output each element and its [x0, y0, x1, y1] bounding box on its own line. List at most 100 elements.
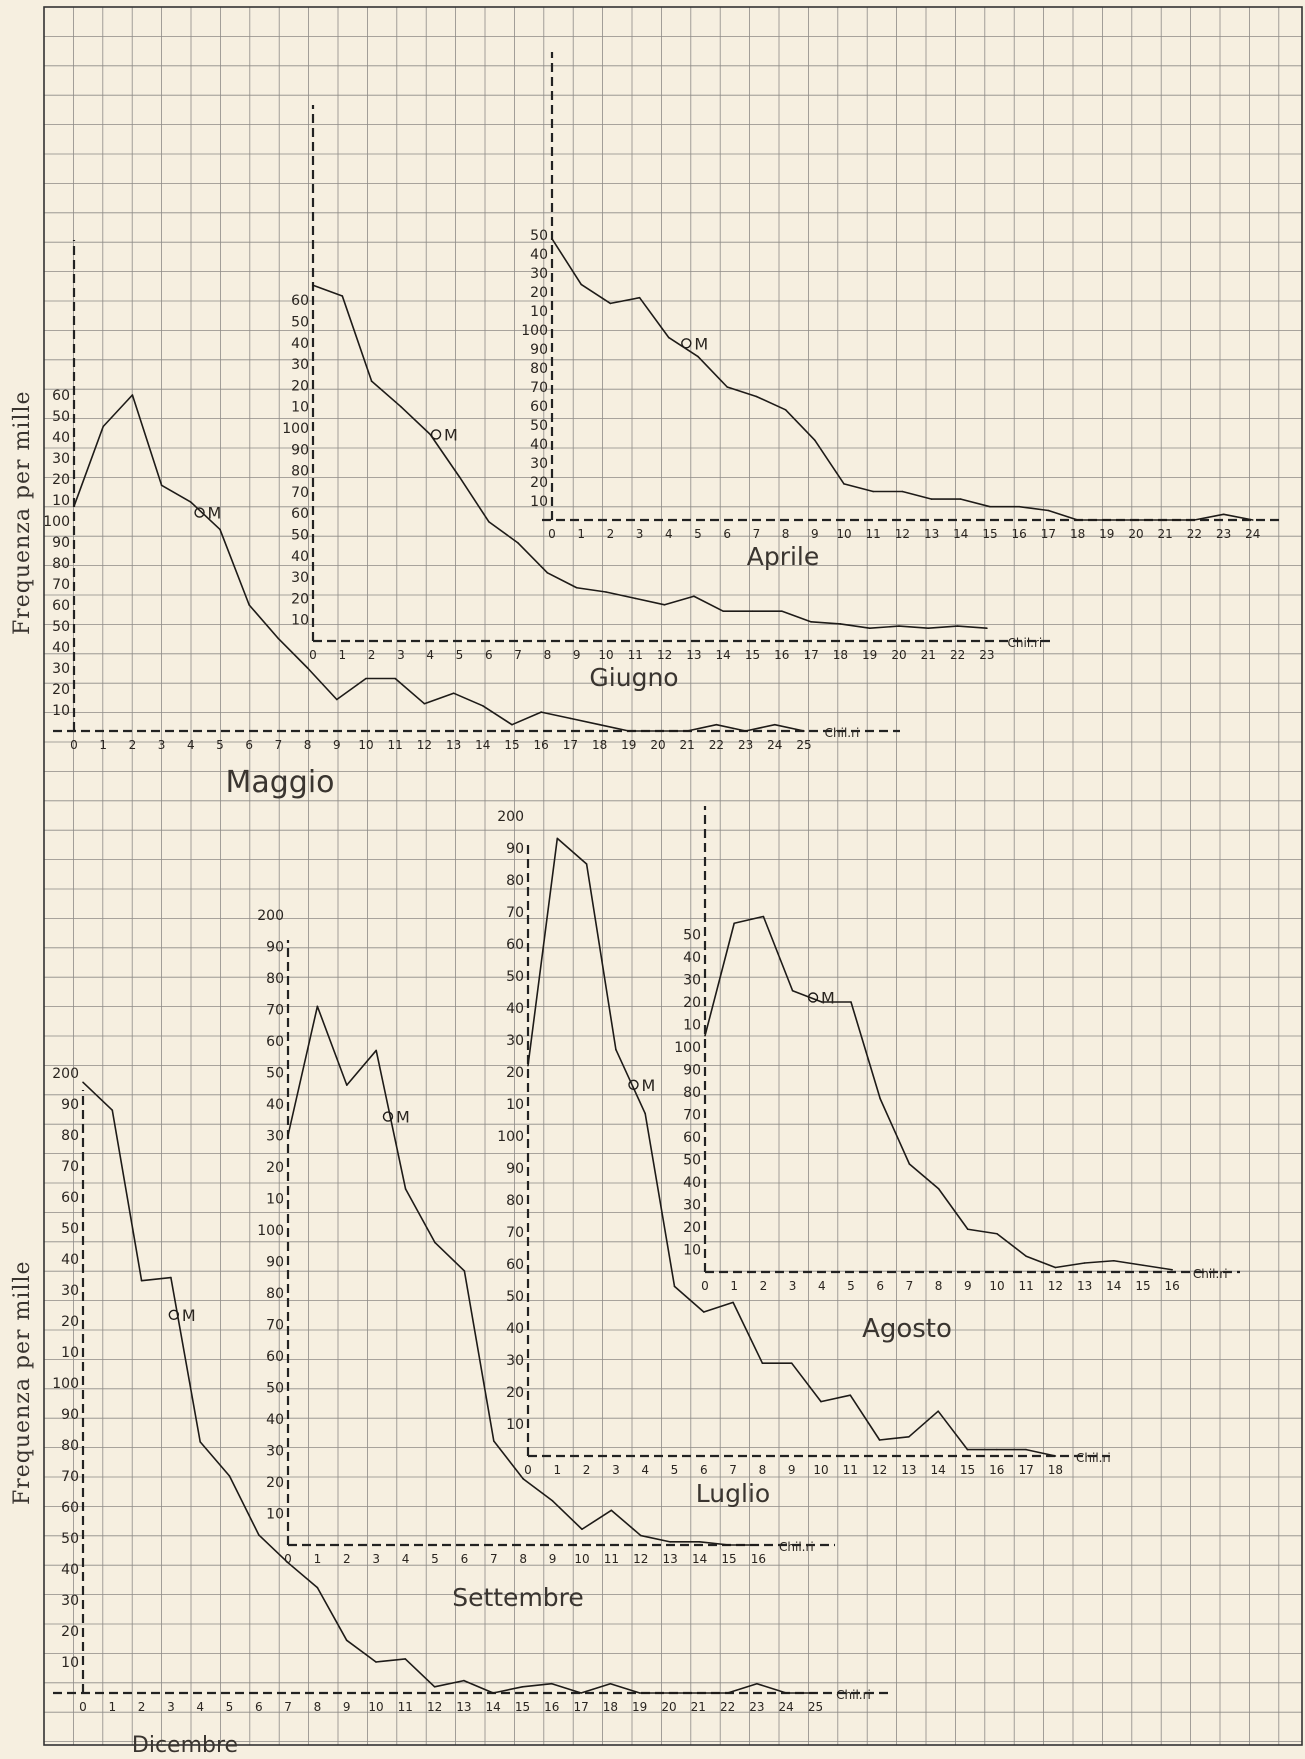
giugno-data-point — [956, 625, 959, 627]
dicembre-data-point — [228, 1475, 231, 1477]
maggio-x-tick-label: 14 — [475, 738, 490, 752]
aprile-x-tick-label: 19 — [1099, 527, 1114, 541]
maggio-x-tick-label: 1 — [99, 738, 107, 752]
luglio-x-tick-label: 12 — [872, 1463, 887, 1477]
maggio-x-unit-label: Chil.ri — [825, 726, 860, 740]
aprile-x-tick-label: 24 — [1245, 527, 1260, 541]
dicembre-data-point — [463, 1679, 465, 1682]
luglio-data-point — [996, 1448, 998, 1451]
giugno-x-tick-label: 20 — [891, 648, 906, 662]
aprile-x-tick-label: 7 — [753, 527, 761, 541]
aprile-y-tick-label: 20 — [530, 475, 548, 491]
settembre-median-label: M — [396, 1108, 410, 1127]
dicembre-data-point — [199, 1441, 201, 1443]
maggio-data-point — [190, 501, 192, 503]
agosto-x-tick-label: 8 — [935, 1279, 943, 1293]
giugno-y-tick-label: 30 — [291, 570, 309, 586]
settembre-y-tick-label: 100 — [257, 1223, 284, 1239]
maggio-data-point — [628, 730, 630, 732]
luglio-y-tick-label: 20 — [506, 1385, 524, 1401]
giugno-data-point — [575, 586, 578, 589]
settembre-data-point — [287, 1134, 289, 1137]
dicembre-data-point — [258, 1534, 260, 1536]
giugno-x-tick-label: 16 — [774, 648, 789, 662]
dicembre-y-tick-label: 200 — [52, 1066, 79, 1082]
luglio-data-point — [732, 1301, 734, 1304]
luglio-x-tick-label: 11 — [843, 1463, 858, 1477]
agosto-y-tick-label: 60 — [683, 1130, 701, 1146]
maggio-x-tick-label: 11 — [388, 738, 403, 752]
aprile-data-point — [960, 498, 962, 500]
dicembre-x-tick-label: 8 — [314, 1700, 322, 1714]
aprile-x-tick-label: 17 — [1041, 527, 1056, 541]
settembre-data-point — [434, 1241, 436, 1244]
giugno-y-tick-label: 40 — [291, 549, 309, 565]
aprile-x-tick-label: 16 — [1012, 527, 1027, 541]
giugno-data-point — [341, 295, 344, 297]
luglio-x-tick-label: 0 — [524, 1463, 532, 1477]
maggio-x-tick-label: 21 — [680, 738, 695, 752]
aprile-x-tick-label: 23 — [1216, 527, 1231, 541]
aprile-y-tick-label: 40 — [530, 247, 548, 263]
luglio-y-tick-label: 90 — [506, 1161, 524, 1177]
agosto-data-point — [1054, 1266, 1057, 1269]
dicembre-x-tick-label: 10 — [368, 1700, 383, 1714]
aprile-x-tick-label: 18 — [1070, 527, 1085, 541]
settembre-y-tick-label: 80 — [266, 1286, 284, 1302]
agosto-y-tick-label: 50 — [683, 1153, 701, 1169]
settembre-x-tick-label: 13 — [663, 1552, 678, 1566]
settembre-data-point — [581, 1528, 583, 1531]
maggio-data-point — [715, 723, 718, 726]
dicembre-y-tick-label: 90 — [61, 1097, 79, 1113]
dicembre-x-tick-label: 1 — [108, 1700, 116, 1714]
giugno-data-point — [429, 433, 432, 436]
luglio-data-point — [820, 1400, 822, 1403]
giugno-data-point — [751, 610, 754, 612]
maggio-x-tick-label: 8 — [304, 738, 312, 752]
giugno-x-tick-label: 3 — [397, 648, 405, 662]
dicembre-y-tick-label: 40 — [61, 1562, 79, 1578]
giugno-data-point — [781, 610, 783, 612]
aprile-x-tick-label: 8 — [782, 527, 790, 541]
luglio-x-tick-label: 14 — [931, 1463, 946, 1477]
dicembre-data-point — [170, 1276, 172, 1279]
giugno-y-tick-label: 60 — [291, 293, 309, 309]
luglio-data-point — [908, 1436, 910, 1438]
giugno-x-tick-label: 6 — [485, 648, 493, 662]
settembre-y-tick-label: 40 — [266, 1412, 284, 1428]
luglio-x-tick-label: 6 — [700, 1463, 708, 1477]
agosto-data-point — [879, 1097, 881, 1100]
dicembre-x-tick-label: 23 — [749, 1700, 764, 1714]
luglio-y-tick-label: 40 — [506, 1321, 524, 1337]
maggio-y-tick-label: 30 — [52, 661, 70, 677]
aprile-data-point — [551, 238, 553, 240]
luglio-x-tick-label: 10 — [813, 1463, 828, 1477]
dicembre-x-tick-label: 0 — [79, 1700, 87, 1714]
aprile-y-tick-label: 40 — [530, 437, 548, 453]
giugno-x-tick-label: 19 — [862, 648, 877, 662]
settembre-data-point — [757, 1544, 760, 1546]
aprile-x-tick-label: 22 — [1187, 527, 1202, 541]
dicembre-x-tick-label: 22 — [720, 1700, 735, 1714]
luglio-y-tick-label: 10 — [506, 1097, 524, 1113]
dicembre-data-point — [697, 1692, 700, 1694]
aprile-data-point — [1018, 505, 1020, 508]
luglio-data-point — [790, 1362, 793, 1364]
settembre-title: Settembre — [452, 1583, 584, 1612]
agosto-data-point — [908, 1163, 911, 1165]
aprile-data-point — [843, 483, 845, 485]
maggio-data-point — [540, 711, 542, 713]
aprile-data-point — [901, 490, 904, 493]
luglio-y-tick-label: 30 — [506, 1353, 524, 1369]
agosto-data-point — [1025, 1255, 1027, 1258]
luglio-data-point — [937, 1410, 939, 1412]
maggio-x-tick-label: 4 — [187, 738, 195, 752]
agosto-x-tick-label: 13 — [1077, 1279, 1092, 1293]
agosto-x-tick-label: 14 — [1106, 1279, 1121, 1293]
settembre-data-point — [346, 1084, 348, 1086]
giugno-x-tick-label: 9 — [573, 648, 581, 662]
maggio-y-tick-label: 40 — [52, 430, 70, 446]
dicembre-x-tick-label: 15 — [515, 1700, 530, 1714]
dicembre-data-point — [785, 1692, 787, 1694]
agosto-y-tick-label: 30 — [683, 973, 701, 989]
